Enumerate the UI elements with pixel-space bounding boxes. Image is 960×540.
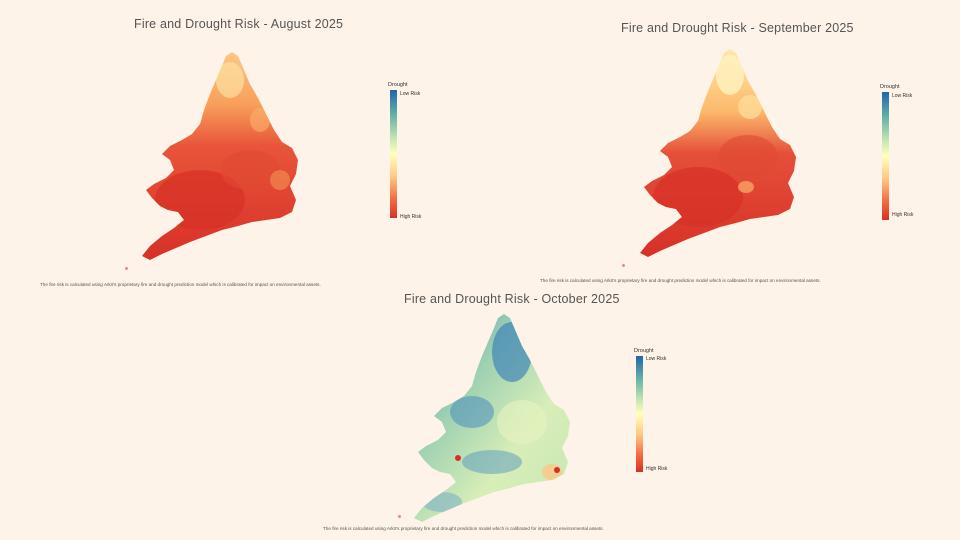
map-caption: The fire risk is calculated using Arkō's…: [323, 526, 604, 531]
map-caption: The fire risk is calculated using Arkō's…: [40, 282, 321, 287]
england-map-september: [640, 49, 796, 257]
map-caption: The fire risk is calculated using Arkō's…: [540, 278, 821, 283]
england-map-october: [414, 314, 570, 522]
map-title: Fire and Drought Risk - August 2025: [134, 17, 344, 31]
map-title: Fire and Drought Risk - October 2025: [404, 292, 620, 306]
island-marker: [398, 515, 401, 518]
legend-low-label: Low Risk: [892, 93, 913, 99]
legend-high-label: High Risk: [400, 214, 422, 220]
legend-low-label: Low Risk: [400, 91, 421, 97]
legend-color-bar: [882, 92, 889, 220]
england-map-august: [142, 52, 298, 260]
map-title: Fire and Drought Risk - September 2025: [621, 21, 854, 35]
legend-color-bar: [390, 90, 397, 218]
legend-title: Drought: [388, 82, 408, 88]
island-marker: [125, 267, 128, 270]
island-marker: [622, 264, 625, 267]
legend-color-bar: [636, 356, 643, 472]
legend-high-label: High Risk: [892, 212, 914, 218]
legend-high-label: High Risk: [646, 466, 668, 472]
legend-low-label: Low Risk: [646, 356, 667, 362]
legend-title: Drought: [880, 84, 900, 90]
legend-title: Drought: [634, 348, 654, 354]
